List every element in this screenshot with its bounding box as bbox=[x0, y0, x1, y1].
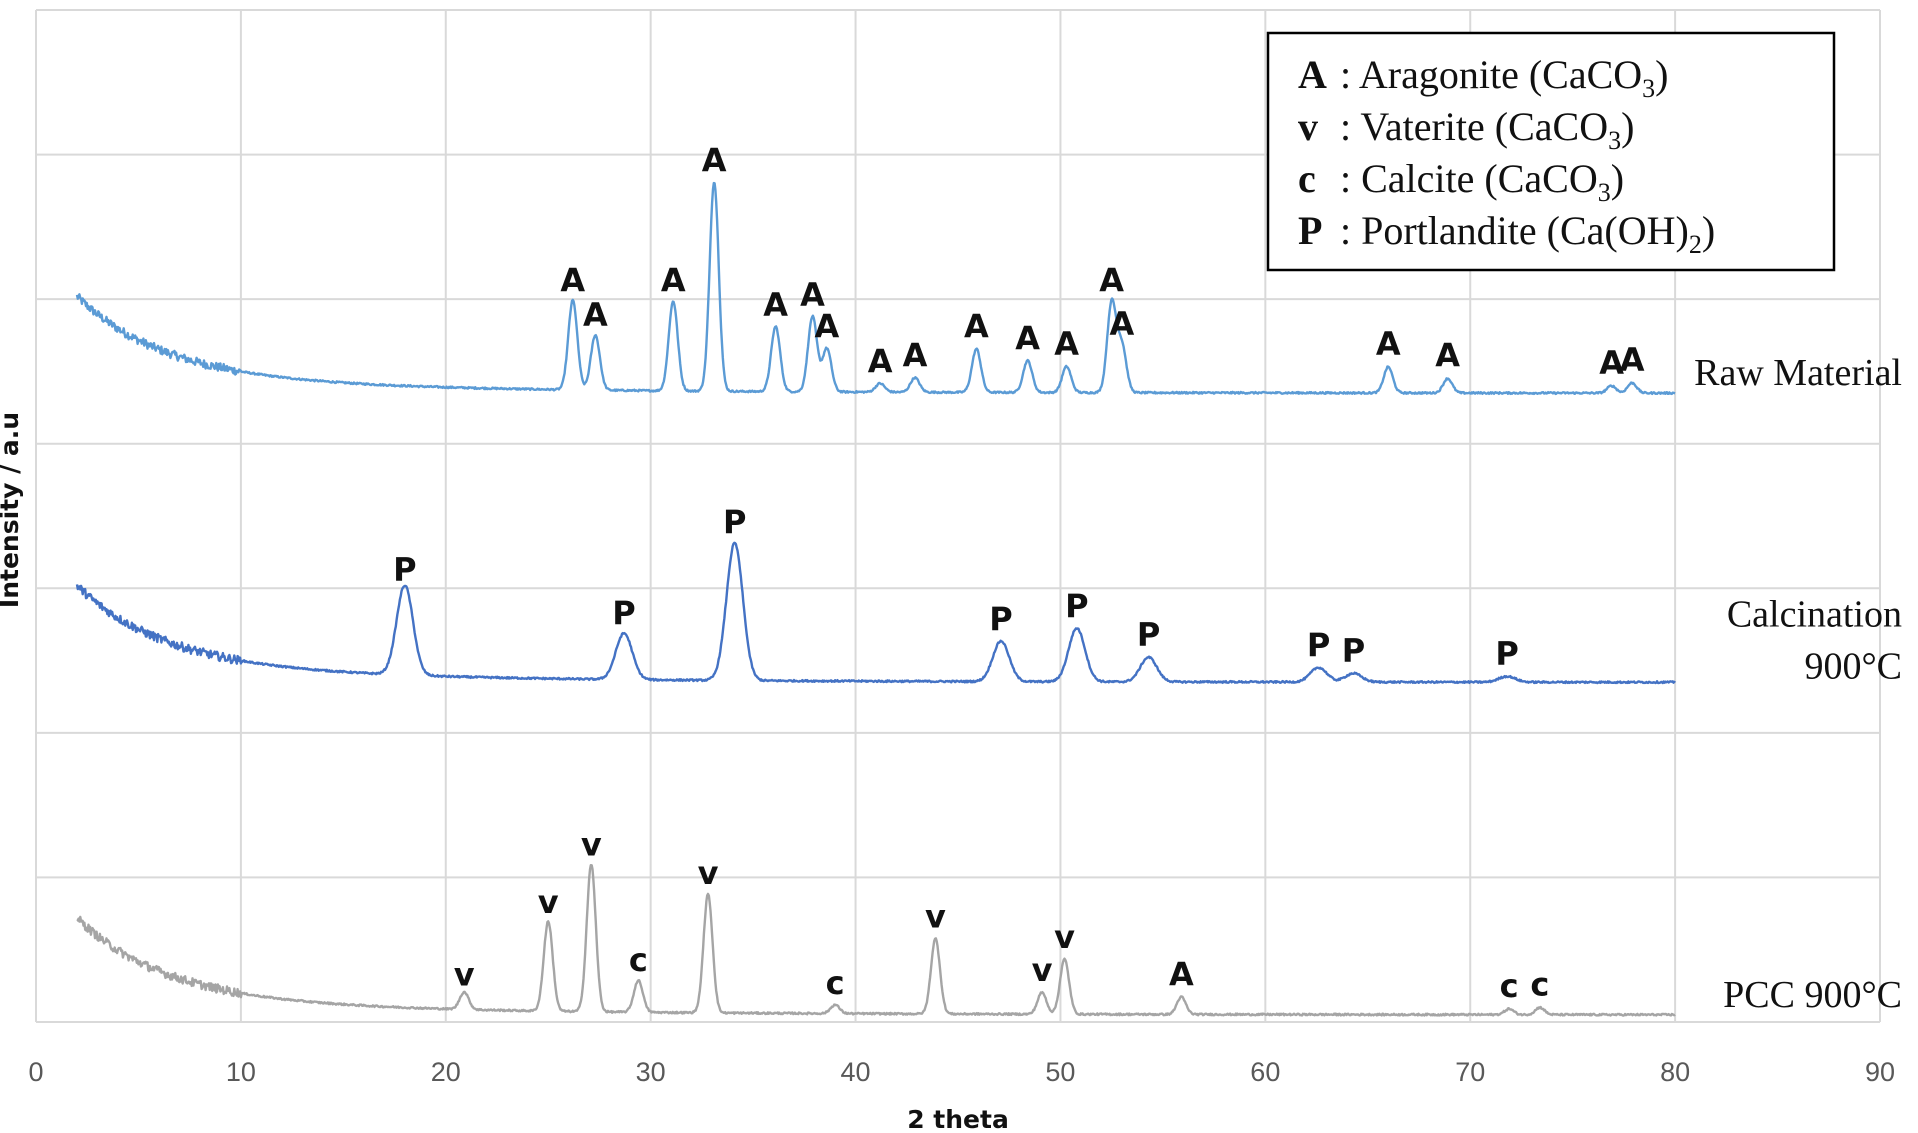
peak-label: A bbox=[1435, 337, 1460, 375]
peak-label: P bbox=[1065, 587, 1088, 625]
peak-label: A bbox=[814, 308, 839, 346]
legend: A : Aragonite (CaCO3) v : Vaterite (CaCO3) c… bbox=[1266, 31, 1836, 272]
peak-label: A bbox=[1169, 955, 1194, 993]
legend-symbol: A bbox=[1298, 52, 1327, 97]
peak-label: A bbox=[560, 261, 585, 299]
x-tick-label: 60 bbox=[1250, 1057, 1280, 1087]
legend-text: : Calcite (CaCO3) bbox=[1340, 156, 1624, 207]
x-tick-label: 0 bbox=[28, 1057, 43, 1087]
peak-label: P bbox=[1137, 616, 1160, 654]
series-label: Raw Material bbox=[1694, 352, 1902, 394]
peak-label: A bbox=[702, 141, 727, 179]
x-tick-label: 70 bbox=[1455, 1057, 1485, 1087]
peak-label: A bbox=[903, 337, 928, 375]
peak-label: P bbox=[1342, 632, 1365, 670]
series-line bbox=[76, 864, 1676, 1017]
series-group bbox=[75, 181, 1676, 1017]
x-tick-label: 80 bbox=[1660, 1057, 1690, 1087]
peak-label: P bbox=[723, 503, 746, 541]
legend-text: : Portlandite (Ca(OH)2) bbox=[1340, 208, 1715, 259]
peak-label: A bbox=[964, 308, 989, 346]
peak-label: A bbox=[1110, 305, 1135, 343]
peak-label: A bbox=[1376, 325, 1401, 363]
peak-label: c bbox=[629, 941, 648, 979]
x-tick-label: 40 bbox=[841, 1057, 871, 1087]
x-tick-labels: 0 10 20 30 40 50 60 70 80 90 bbox=[28, 1057, 1895, 1087]
peak-label: A bbox=[1599, 344, 1624, 382]
x-tick-label: 90 bbox=[1865, 1057, 1895, 1087]
peak-label: v bbox=[581, 825, 602, 863]
peak-label: v bbox=[1054, 918, 1075, 956]
peak-label: A bbox=[1015, 319, 1040, 357]
peak-label: P bbox=[612, 594, 635, 632]
peak-label: c bbox=[1500, 967, 1519, 1005]
peak-label: A bbox=[868, 342, 893, 380]
peak-label: A bbox=[1620, 341, 1645, 379]
peak-label: P bbox=[1495, 634, 1518, 672]
peak-label: c bbox=[826, 964, 845, 1002]
series-label: Calcination bbox=[1727, 593, 1902, 635]
legend-box bbox=[1266, 31, 1836, 272]
legend-symbol: v bbox=[1298, 104, 1318, 149]
peak-label: v bbox=[925, 898, 946, 936]
peak-label: P bbox=[393, 551, 416, 589]
peak-label: A bbox=[661, 261, 686, 299]
x-tick-label: 10 bbox=[226, 1057, 256, 1087]
legend-text: : Aragonite (CaCO3) bbox=[1340, 52, 1669, 103]
legend-symbol: P bbox=[1298, 208, 1322, 253]
series-labels: Raw Material Calcination 900°C PCC 900°C bbox=[1694, 352, 1902, 1016]
x-axis-title: 2 theta bbox=[907, 1105, 1009, 1133]
peak-label: A bbox=[1054, 325, 1079, 363]
peak-label: P bbox=[989, 600, 1012, 638]
peak-label: A bbox=[583, 296, 608, 334]
peak-label: A bbox=[800, 276, 825, 314]
peak-label: v bbox=[538, 883, 559, 921]
x-tick-label: 30 bbox=[636, 1057, 666, 1087]
series-line bbox=[75, 181, 1676, 396]
y-axis-title: Intensity / a.u bbox=[0, 412, 24, 608]
series-line bbox=[75, 541, 1676, 685]
peak-label: v bbox=[454, 955, 475, 993]
peak-label: c bbox=[1530, 966, 1549, 1004]
peak-label: A bbox=[1099, 261, 1124, 299]
x-tick-label: 20 bbox=[431, 1057, 461, 1087]
peak-label: P bbox=[1307, 626, 1330, 664]
peak-label: A bbox=[763, 286, 788, 324]
x-tick-label: 50 bbox=[1045, 1057, 1075, 1087]
grid-lines bbox=[35, 9, 1881, 1023]
legend-symbol: c bbox=[1298, 156, 1316, 201]
series-label: 900°C bbox=[1804, 645, 1902, 687]
legend-text: : Vaterite (CaCO3) bbox=[1340, 104, 1634, 155]
series-label: PCC 900°C bbox=[1723, 974, 1902, 1016]
peak-label: v bbox=[698, 854, 719, 892]
peak-label: v bbox=[1032, 951, 1053, 989]
